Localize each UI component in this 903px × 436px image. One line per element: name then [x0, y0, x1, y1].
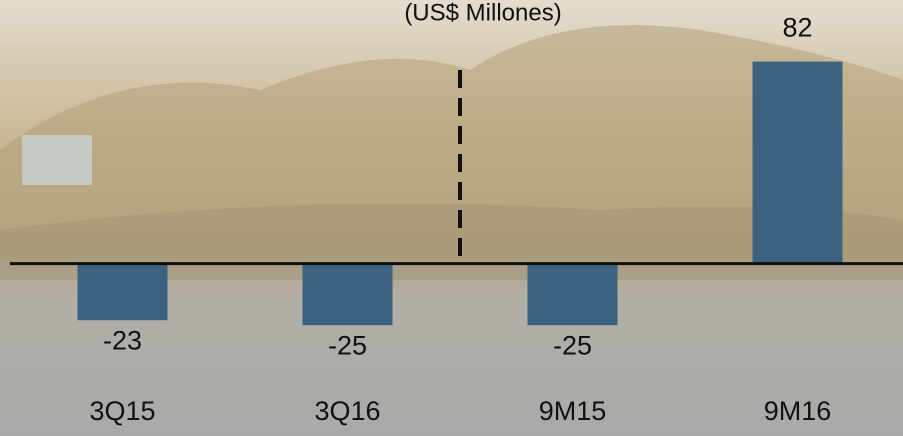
chart-subtitle: (US$ Millones)	[404, 0, 561, 26]
data-label: -25	[328, 330, 367, 360]
data-label: -23	[103, 325, 142, 355]
bar	[527, 263, 618, 326]
hills	[0, 25, 903, 260]
tank	[22, 135, 92, 185]
data-label: 82	[782, 13, 812, 43]
x-tick-label: 9M16	[764, 396, 832, 426]
bar	[752, 61, 843, 264]
x-tick-label: 3Q15	[89, 396, 155, 426]
terrain	[0, 203, 903, 280]
x-tick-label: 9M15	[539, 396, 607, 426]
x-tick-label: 3Q16	[314, 396, 380, 426]
data-label: -25	[553, 330, 592, 360]
bar	[77, 263, 168, 321]
bar	[302, 263, 393, 326]
